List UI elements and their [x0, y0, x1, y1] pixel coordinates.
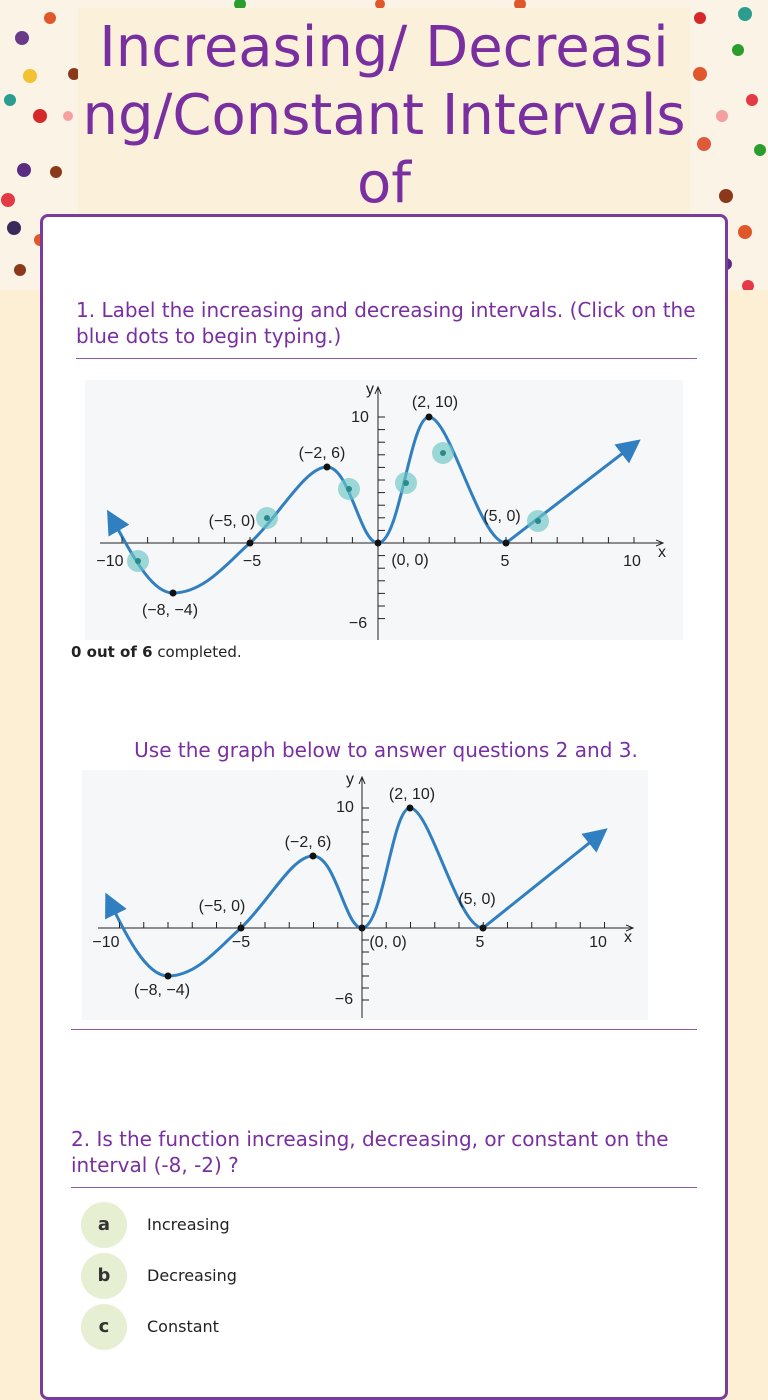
progress-suffix: completed.	[157, 643, 242, 661]
answer-dot[interactable]	[127, 550, 149, 572]
instruction: Use the graph below to answer questions …	[134, 738, 638, 762]
answer-dots	[127, 442, 549, 572]
polka-dots	[1, 0, 766, 292]
answer-dot[interactable]	[256, 507, 278, 529]
progress: 0 out of 6 completed.	[71, 643, 242, 661]
option-letter[interactable]: a	[81, 1202, 127, 1248]
divider	[71, 1029, 697, 1030]
answer-dot[interactable]	[432, 442, 454, 464]
option-text[interactable]: Decreasing	[147, 1266, 237, 1285]
answer-dot[interactable]	[395, 472, 417, 494]
option-text[interactable]: Constant	[147, 1317, 219, 1336]
progress-count: 0 out of 6	[71, 643, 153, 661]
option-text[interactable]: Increasing	[147, 1215, 230, 1234]
title-box: Increasing/ Decreasing/Constant Interval…	[78, 8, 690, 218]
question-prompt: 1. Label the increasing and decreasing i…	[76, 298, 696, 348]
worksheet-title: Increasing/ Decreasing/Constant Interval…	[82, 15, 686, 216]
divider	[76, 358, 697, 359]
worksheet-card	[40, 214, 728, 1400]
option-letter[interactable]: c	[81, 1304, 127, 1350]
option-letter[interactable]: b	[81, 1253, 127, 1299]
answer-dot[interactable]	[527, 510, 549, 532]
answer-dot[interactable]	[338, 478, 360, 500]
question-prompt: 2. Is the function increasing, decreasin…	[71, 1127, 669, 1177]
divider	[71, 1187, 697, 1188]
